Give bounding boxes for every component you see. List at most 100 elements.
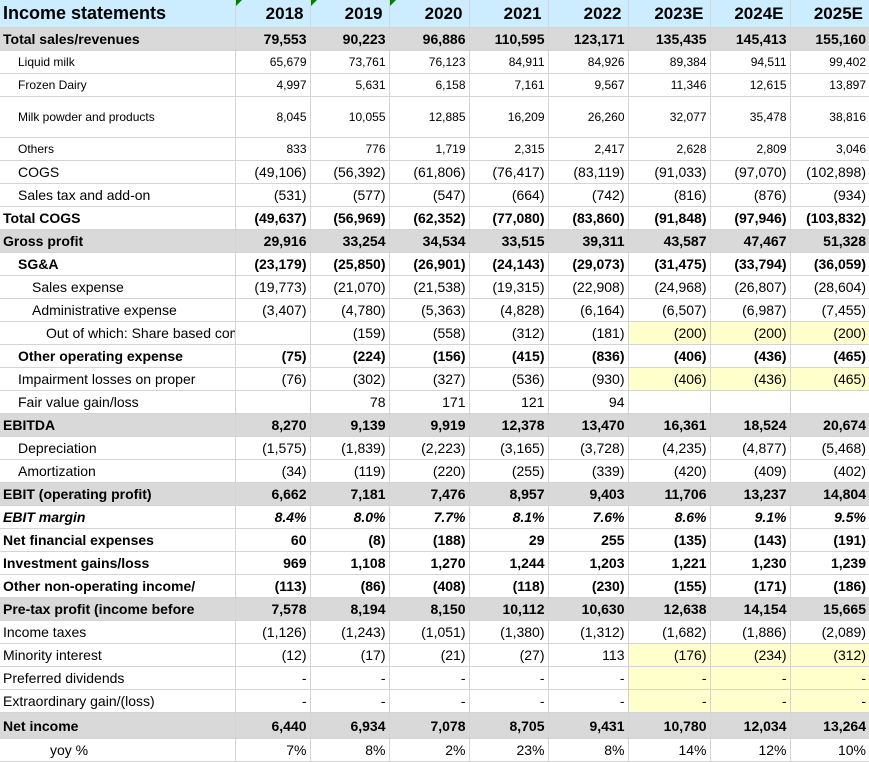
value-cell[interactable]: 9,567	[548, 73, 629, 97]
value-cell[interactable]: 90,223	[310, 27, 390, 51]
value-cell[interactable]: 1,230	[710, 551, 791, 575]
value-cell[interactable]: (159)	[310, 321, 390, 345]
value-cell[interactable]: -	[389, 689, 470, 713]
year-header[interactable]: 2018	[235, 0, 311, 28]
value-cell[interactable]: 14,804	[790, 482, 869, 506]
value-cell[interactable]: 121	[469, 390, 549, 414]
value-cell[interactable]: 10%	[790, 738, 869, 762]
value-cell[interactable]: (4,828)	[469, 298, 549, 322]
value-cell[interactable]: 10,780	[628, 712, 711, 739]
value-cell[interactable]: 6,440	[235, 712, 311, 739]
value-cell[interactable]: 8,705	[469, 712, 549, 739]
value-cell[interactable]: (200)	[628, 321, 711, 345]
value-cell[interactable]: 776	[310, 137, 390, 161]
value-cell[interactable]: (312)	[790, 643, 869, 667]
value-cell[interactable]: (408)	[389, 574, 470, 598]
value-cell[interactable]: (26,901)	[389, 252, 470, 276]
value-cell[interactable]: 145,413	[710, 27, 791, 51]
value-cell[interactable]: (230)	[548, 574, 629, 598]
row-label[interactable]: Depreciation	[0, 436, 236, 460]
value-cell[interactable]: (21,070)	[310, 275, 390, 299]
value-cell[interactable]: (1,682)	[628, 620, 711, 644]
value-cell[interactable]: (24,968)	[628, 275, 711, 299]
value-cell[interactable]: 15,665	[790, 597, 869, 621]
value-cell[interactable]: (49,637)	[235, 206, 311, 230]
value-cell[interactable]: 7.7%	[389, 505, 470, 529]
value-cell[interactable]: (156)	[389, 344, 470, 368]
value-cell[interactable]: 7%	[235, 738, 311, 762]
value-cell[interactable]: (186)	[790, 574, 869, 598]
value-cell[interactable]: (436)	[710, 344, 791, 368]
value-cell[interactable]: 8.1%	[469, 505, 549, 529]
value-cell[interactable]: (22,908)	[548, 275, 629, 299]
row-label[interactable]: SG&A	[0, 252, 236, 276]
row-label[interactable]: Investment gains/loss	[0, 551, 236, 575]
value-cell[interactable]: 4,997	[235, 73, 311, 97]
row-label[interactable]: Preferred dividends	[0, 666, 236, 690]
row-label[interactable]: Total COGS	[0, 206, 236, 230]
value-cell[interactable]: (24,143)	[469, 252, 549, 276]
value-cell[interactable]: (19,315)	[469, 275, 549, 299]
value-cell[interactable]: (28,604)	[790, 275, 869, 299]
value-cell[interactable]: (8)	[310, 528, 390, 552]
row-label[interactable]: Total sales/revenues	[0, 27, 236, 51]
year-header[interactable]: 2021	[469, 0, 549, 28]
value-cell[interactable]: 12,378	[469, 413, 549, 437]
value-cell[interactable]: (255)	[469, 459, 549, 483]
value-cell[interactable]: 123,171	[548, 27, 629, 51]
value-cell[interactable]: (6,507)	[628, 298, 711, 322]
value-cell[interactable]: 79,553	[235, 27, 311, 51]
value-cell[interactable]: (406)	[628, 344, 711, 368]
value-cell[interactable]: 12%	[710, 738, 791, 762]
row-label[interactable]: Administrative expense	[0, 298, 236, 322]
value-cell[interactable]: (31,475)	[628, 252, 711, 276]
value-cell[interactable]: (188)	[389, 528, 470, 552]
value-cell[interactable]: 11,706	[628, 482, 711, 506]
value-cell[interactable]: (930)	[548, 367, 629, 391]
value-cell[interactable]: 3,046	[790, 137, 869, 161]
value-cell[interactable]: 9,139	[310, 413, 390, 437]
value-cell[interactable]: 1,108	[310, 551, 390, 575]
value-cell[interactable]: (836)	[548, 344, 629, 368]
value-cell[interactable]: 78	[310, 390, 390, 414]
value-cell[interactable]: (536)	[469, 367, 549, 391]
value-cell[interactable]: 6,158	[389, 73, 470, 97]
value-cell[interactable]: 18,524	[710, 413, 791, 437]
value-cell[interactable]: 94,511	[710, 50, 791, 74]
value-cell[interactable]: (415)	[469, 344, 549, 368]
value-cell[interactable]: (49,106)	[235, 160, 311, 184]
value-cell[interactable]: 7,476	[389, 482, 470, 506]
value-cell[interactable]	[235, 321, 311, 345]
value-cell[interactable]: 8,150	[389, 597, 470, 621]
value-cell[interactable]: 5,631	[310, 73, 390, 97]
row-label[interactable]: EBIT margin	[0, 505, 236, 529]
value-cell[interactable]: (312)	[469, 321, 549, 345]
value-cell[interactable]: 2,417	[548, 137, 629, 161]
year-header[interactable]: 2023E	[628, 0, 711, 28]
row-label[interactable]: Frozen Dairy	[0, 73, 236, 97]
value-cell[interactable]: 8.0%	[310, 505, 390, 529]
value-cell[interactable]: 110,595	[469, 27, 549, 51]
value-cell[interactable]: -	[710, 666, 791, 690]
value-cell[interactable]: 2%	[389, 738, 470, 762]
value-cell[interactable]: 9,403	[548, 482, 629, 506]
value-cell[interactable]: (86)	[310, 574, 390, 598]
value-cell[interactable]: (6,164)	[548, 298, 629, 322]
value-cell[interactable]: (402)	[790, 459, 869, 483]
value-cell[interactable]: 8%	[310, 738, 390, 762]
value-cell[interactable]: 1,244	[469, 551, 549, 575]
value-cell[interactable]: (119)	[310, 459, 390, 483]
value-cell[interactable]: (77,080)	[469, 206, 549, 230]
value-cell[interactable]: (25,850)	[310, 252, 390, 276]
row-label[interactable]: Other non-operating income/	[0, 574, 236, 598]
value-cell[interactable]: 255	[548, 528, 629, 552]
value-cell[interactable]: 8,957	[469, 482, 549, 506]
value-cell[interactable]: (143)	[710, 528, 791, 552]
value-cell[interactable]: 8,194	[310, 597, 390, 621]
value-cell[interactable]: (83,860)	[548, 206, 629, 230]
value-cell[interactable]: 38,816	[790, 96, 869, 138]
value-cell[interactable]: -	[389, 666, 470, 690]
value-cell[interactable]: (171)	[710, 574, 791, 598]
value-cell[interactable]: (17)	[310, 643, 390, 667]
value-cell[interactable]: 8,045	[235, 96, 311, 138]
